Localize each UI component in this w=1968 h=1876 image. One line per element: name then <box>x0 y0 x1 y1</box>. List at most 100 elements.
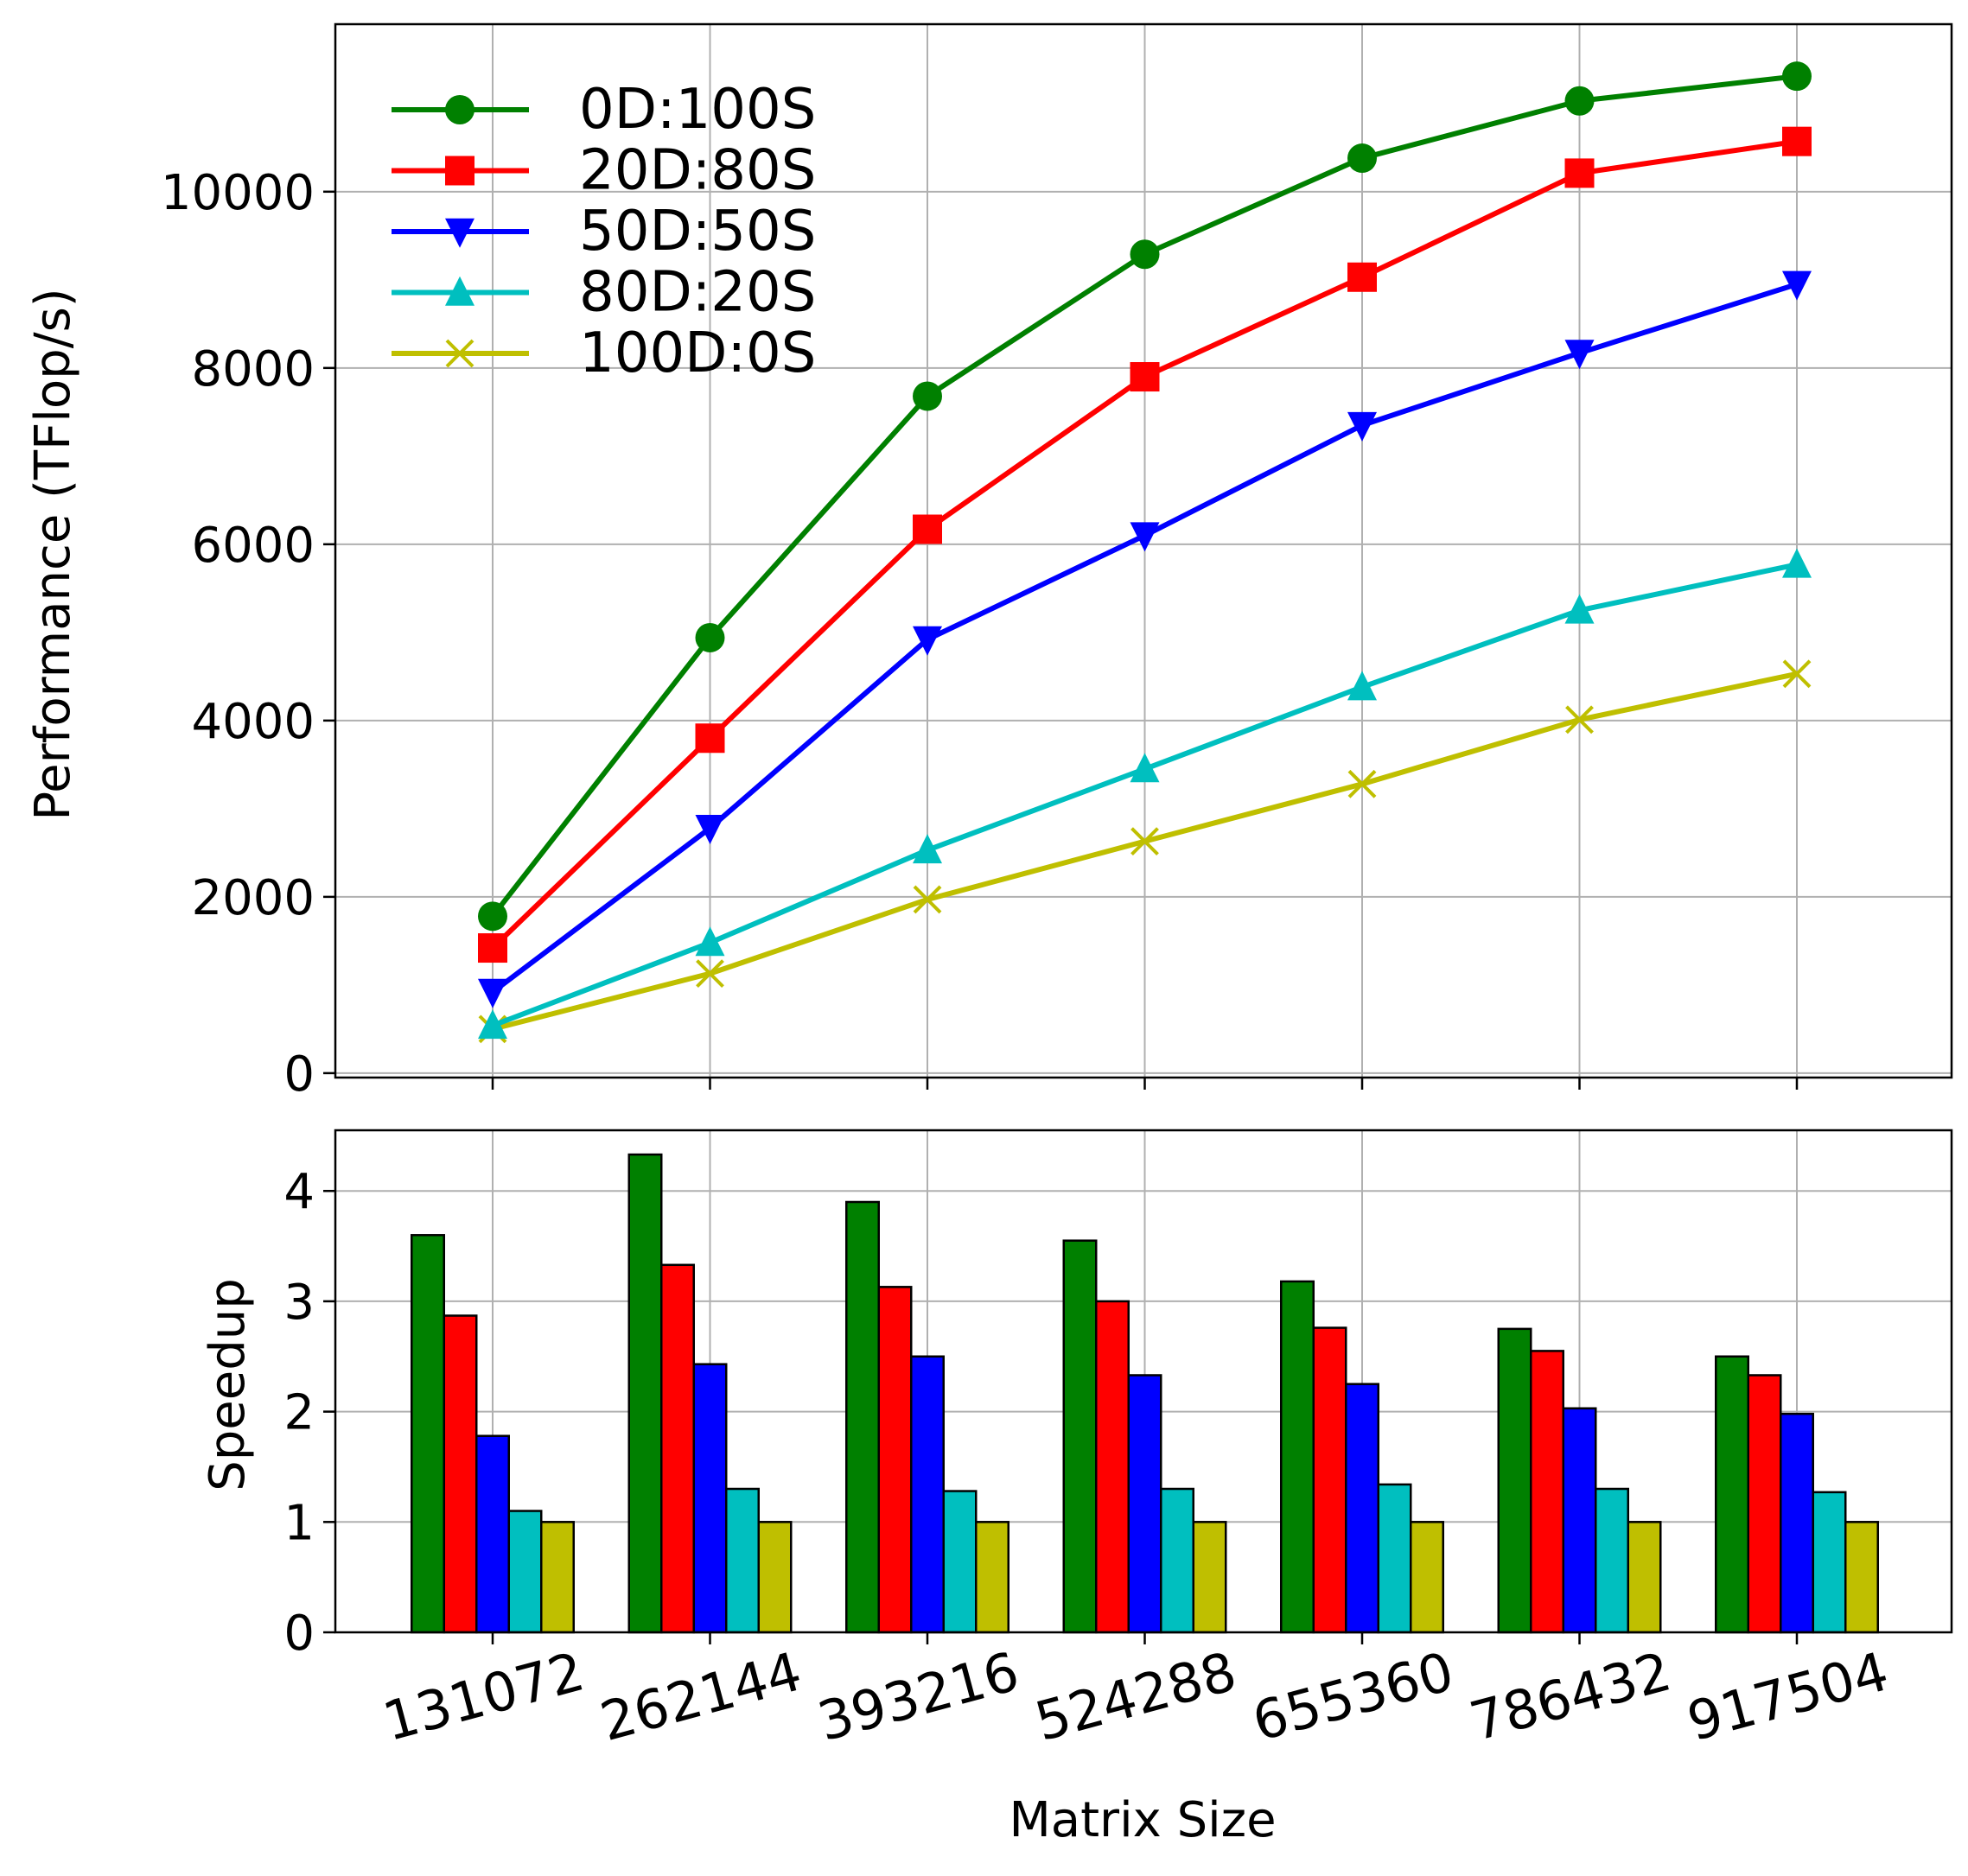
bottom-y-tick-label: 0 <box>283 1606 315 1662</box>
performance-line-chart: 0 2000 4000 6000 8000 10000 Performance (TFlo… <box>25 22 1953 1103</box>
legend-marker <box>445 276 474 306</box>
speedup-bar <box>1345 1383 1379 1634</box>
top-tick-layer: 0 2000 4000 6000 8000 10000 <box>161 165 1799 1103</box>
speedup-bar <box>910 1355 945 1634</box>
legend-marker <box>445 156 474 186</box>
speedup-bar <box>443 1314 478 1634</box>
speedup-bar <box>1497 1327 1532 1634</box>
speedup-bar <box>692 1363 728 1634</box>
speedup-bar <box>845 1200 880 1634</box>
data-point <box>1130 522 1160 552</box>
speedup-bar <box>975 1521 1009 1634</box>
bottom-y-axis-label: Speedup <box>200 1278 256 1491</box>
bottom-y-tick-label: 4 <box>283 1164 315 1220</box>
x-axis-label: Matrix Size <box>1009 1792 1276 1848</box>
series-50D:50S <box>478 270 1812 1008</box>
x-marker-stroke <box>696 959 724 989</box>
top-y-axis-label: Performance (TFlop/s) <box>25 288 81 820</box>
speedup-bar <box>1062 1239 1098 1634</box>
x-marker-stroke <box>1130 827 1159 856</box>
legend-label: 100D:0S <box>579 321 816 385</box>
data-point <box>1564 158 1595 188</box>
speedup-bar <box>1812 1491 1847 1634</box>
speedup-bar <box>1595 1487 1629 1634</box>
data-point <box>913 514 942 544</box>
x-marker-stroke <box>1782 659 1812 689</box>
data-point <box>1347 262 1377 292</box>
top-y-tick-label: 0 <box>283 1046 315 1103</box>
legend-label: 50D:50S <box>579 200 816 264</box>
speedup-bar <box>1530 1350 1564 1634</box>
data-point <box>1782 126 1812 156</box>
data-point <box>1130 362 1160 392</box>
data-point <box>696 959 724 989</box>
series-20D:80S <box>478 126 1812 963</box>
data-point <box>1130 239 1160 270</box>
bottom-y-tick-label: 3 <box>283 1275 315 1331</box>
top-plot-frame <box>334 22 1953 1079</box>
series-80D:20S <box>478 548 1812 1040</box>
speedup-bar <box>1627 1521 1662 1634</box>
speedup-bar <box>1780 1412 1814 1634</box>
speedup-bar <box>475 1434 510 1634</box>
data-point <box>695 815 725 845</box>
speedup-bar <box>660 1263 695 1634</box>
data-point <box>1347 769 1377 798</box>
speedup-bar <box>1715 1355 1749 1634</box>
data-point <box>913 381 942 411</box>
x-marker-stroke <box>913 885 942 914</box>
data-point <box>478 933 507 963</box>
legend-entry: 20D:80S <box>392 139 816 203</box>
data-point <box>1564 86 1595 116</box>
speedup-bar <box>1095 1300 1130 1634</box>
data-point <box>1782 61 1812 92</box>
speedup-bar <box>507 1510 543 1634</box>
legend-entry: 50D:50S <box>392 200 816 264</box>
speedup-bar <box>1747 1374 1782 1634</box>
legend-entry: 80D:20S <box>392 261 816 325</box>
data-point <box>695 723 725 754</box>
legend-marker <box>445 95 474 124</box>
legend-marker <box>445 218 474 248</box>
series-0D:100S <box>478 61 1812 932</box>
top-y-tick-label: 4000 <box>191 694 315 750</box>
speedup-bar <box>1377 1483 1412 1634</box>
data-point <box>478 978 507 1008</box>
speedup-bar <box>1844 1521 1879 1634</box>
speedup-bar <box>757 1521 793 1634</box>
data-point <box>1782 659 1812 689</box>
speedup-bar <box>411 1234 445 1634</box>
legend-label: 0D:100S <box>579 78 816 142</box>
bottom-y-tick-label: 1 <box>283 1495 315 1551</box>
bottom-y-tick-label: 2 <box>283 1385 315 1441</box>
data-point <box>1347 143 1377 174</box>
data-point <box>1564 340 1595 370</box>
data-point <box>913 834 942 864</box>
top-y-tick-label: 8000 <box>191 341 315 397</box>
legend-label: 80D:20S <box>579 261 816 325</box>
speedup-bar <box>1160 1487 1194 1634</box>
speedup-bar <box>1127 1374 1162 1634</box>
top-y-tick-label: 10000 <box>161 165 315 221</box>
data-point <box>478 1009 507 1040</box>
speedup-bar <box>627 1153 663 1634</box>
data-point <box>1347 411 1377 442</box>
data-point <box>913 885 942 914</box>
top-y-tick-label: 6000 <box>191 518 315 574</box>
speedup-bar <box>877 1286 913 1634</box>
data-point <box>1782 548 1812 578</box>
bottom-plot-frame <box>334 1129 1953 1634</box>
data-point <box>1347 671 1377 701</box>
data-point <box>695 926 725 957</box>
data-point <box>695 622 725 652</box>
top-y-tick-label: 2000 <box>191 870 315 926</box>
speedup-bar <box>1562 1407 1597 1634</box>
speedup-bar <box>1192 1521 1227 1634</box>
speedup-bar <box>1410 1521 1444 1634</box>
speedup-bar <box>942 1490 978 1634</box>
data-point <box>1564 594 1595 624</box>
x-marker-stroke <box>1565 705 1594 735</box>
data-point <box>1782 270 1812 301</box>
legend-entry: 0D:100S <box>392 78 816 142</box>
